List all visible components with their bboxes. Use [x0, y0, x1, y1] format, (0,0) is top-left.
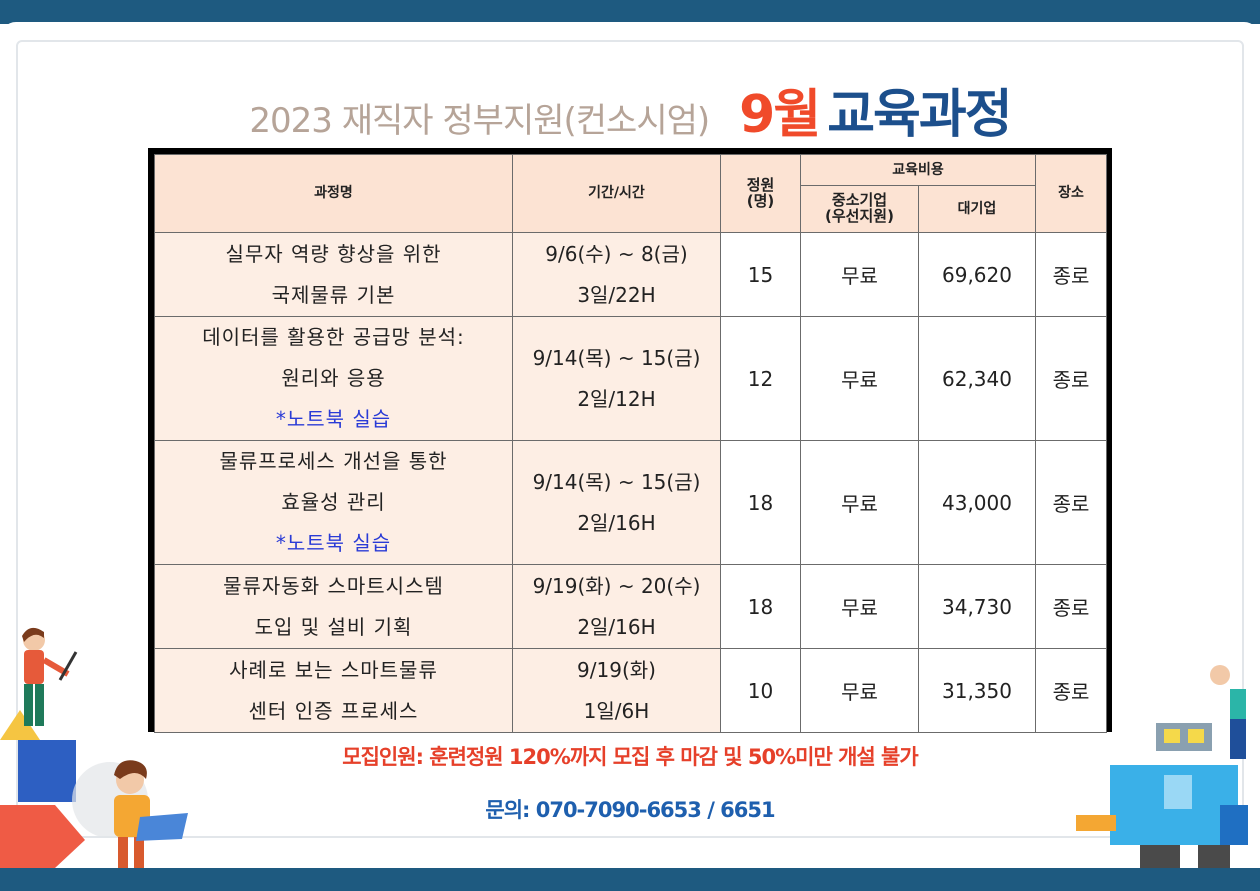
period-cell: 9/14(목) ~ 15(금) 2일/12H	[512, 316, 721, 441]
course-name-line: 사례로 보는 스마트물류	[229, 657, 438, 682]
robot-illustration	[1076, 665, 1248, 868]
recruitment-note: 모집인원: 훈련정원 120%까지 모집 후 마감 및 50%미만 개설 불가	[342, 745, 918, 769]
period-line: 1일/6H	[583, 698, 650, 723]
large-cost-cell: 62,340	[918, 316, 1036, 441]
period-line: 2일/16H	[577, 510, 656, 535]
period-cell: 9/19(화) 1일/6H	[512, 648, 721, 733]
laptop-practice-note: *노트북 실습	[275, 407, 392, 431]
course-name-line: 물류프로세스 개선을 통한	[219, 449, 448, 473]
course-name-line: 도입 및 설비 기획	[254, 614, 413, 639]
top-frame-bar	[0, 0, 1260, 24]
period-line: 9/19(화) ~ 20(수)	[532, 573, 701, 598]
course-name-line: 원리와 응용	[281, 366, 386, 390]
course-name-line: 센터 인증 프로세스	[248, 698, 419, 723]
header-sme: 중소기업 (우선지원)	[800, 185, 919, 233]
header-capacity: 정원 (명)	[720, 154, 801, 233]
period-cell: 9/19(화) ~ 20(수) 2일/16H	[512, 564, 721, 649]
course-table-frame: 과정명 기간/시간 정원 (명) 교육비용 장소 중소기업 (우선지원) 대기업…	[148, 148, 1112, 733]
sme-cost-cell: 무료	[800, 440, 919, 565]
course-name-line: 실무자 역량 향상을 위한	[225, 241, 442, 266]
period-line: 9/14(목) ~ 15(금)	[532, 345, 701, 370]
place-cell: 종로	[1035, 440, 1107, 565]
period-line: 9/6(수) ~ 8(금)	[545, 241, 688, 266]
page-title: 2023 재직자 정부지원(컨소시엄) 9월 교육과정	[0, 72, 1260, 147]
bottom-frame-bar	[0, 868, 1260, 891]
period-line: 9/14(목) ~ 15(금)	[532, 469, 701, 494]
sme-cost-cell: 무료	[800, 316, 919, 441]
large-cost-cell: 69,620	[918, 232, 1036, 317]
header-cost: 교육비용	[800, 154, 1036, 186]
period-line: 2일/16H	[577, 614, 656, 639]
course-table: 과정명 기간/시간 정원 (명) 교육비용 장소 중소기업 (우선지원) 대기업…	[154, 154, 1107, 733]
course-name-line: 물류자동화 스마트시스템	[223, 573, 444, 598]
course-name-cell: 데이터를 활용한 공급망 분석: 원리와 응용 *노트북 실습	[154, 316, 513, 441]
place-cell: 종로	[1035, 316, 1107, 441]
title-program: 교육과정	[827, 85, 1012, 145]
sme-cost-cell: 무료	[800, 564, 919, 649]
title-subject: 2023 재직자 정부지원(컨소시엄)	[249, 101, 710, 141]
laptop-practice-note: *노트북 실습	[275, 531, 392, 555]
place-cell: 종로	[1035, 648, 1107, 733]
period-line: 3일/22H	[577, 282, 656, 307]
course-name-line: 데이터를 활용한 공급망 분석:	[202, 325, 465, 349]
contact-info: 문의: 070-7090-6653 / 6651	[485, 798, 775, 822]
title-month: 9월	[739, 85, 821, 145]
large-cost-cell: 34,730	[918, 564, 1036, 649]
large-cost-cell: 31,350	[918, 648, 1036, 733]
inner-border-frame	[16, 40, 1244, 838]
sme-cost-cell: 무료	[800, 232, 919, 317]
course-name-line: 국제물류 기본	[271, 282, 396, 307]
place-cell: 종로	[1035, 232, 1107, 317]
capacity-cell: 12	[720, 316, 801, 441]
period-cell: 9/6(수) ~ 8(금) 3일/22H	[512, 232, 721, 317]
capacity-cell: 15	[720, 232, 801, 317]
table-row: 데이터를 활용한 공급망 분석: 원리와 응용 *노트북 실습 9/14(목) ~ 1…	[154, 316, 1107, 441]
header-course-name: 과정명	[154, 154, 513, 233]
capacity-cell: 10	[720, 648, 801, 733]
capacity-cell: 18	[720, 440, 801, 565]
header-large: 대기업	[918, 185, 1036, 233]
period-line: 9/19(화)	[577, 657, 656, 682]
man-laptop-illustration	[0, 740, 188, 868]
large-cost-cell: 43,000	[918, 440, 1036, 565]
course-name-line: 효율성 관리	[281, 490, 386, 514]
header-place: 장소	[1035, 154, 1107, 233]
sme-cost-cell: 무료	[800, 648, 919, 733]
woman-pointing-illustration	[0, 627, 78, 740]
capacity-cell: 18	[720, 564, 801, 649]
period-cell: 9/14(목) ~ 15(금) 2일/16H	[512, 440, 721, 565]
period-line: 2일/12H	[577, 386, 656, 411]
header-period: 기간/시간	[512, 154, 721, 233]
